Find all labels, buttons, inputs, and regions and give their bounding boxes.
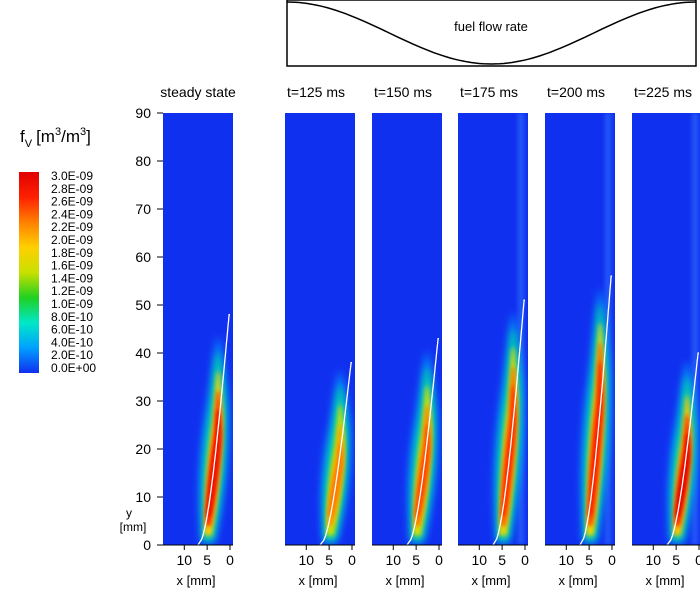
flame-panel: 10 5 0 x [mm] t=200 ms — [545, 84, 616, 588]
colorbar-title-subscript: V — [25, 138, 33, 150]
x-tick-label: 5 — [203, 552, 211, 568]
colorbar-tick-label: 8.0E-10 — [51, 310, 93, 324]
flame-contour — [197, 313, 230, 545]
x-tick-label: 5 — [672, 552, 680, 568]
x-axis-label: x [mm] — [646, 573, 685, 588]
colorbar-tick-label: 2.8E-09 — [51, 182, 93, 196]
flame-contour — [492, 299, 525, 545]
x-tick-label: 0 — [435, 552, 443, 568]
x-tick-label: 5 — [498, 552, 506, 568]
y-axis-label-line2: [mm] — [120, 520, 147, 534]
colorbar-ticks: 3.0E-092.8E-092.6E-092.4E-092.2E-092.0E-… — [51, 169, 96, 375]
colorbar-title-unit-close: ] — [86, 127, 91, 146]
colorbar-tick-label: 1.4E-09 — [51, 271, 93, 285]
colorbar-gradient — [19, 172, 39, 373]
colorbar-tick-label: 2.4E-09 — [51, 207, 93, 221]
x-axis-label: x [mm] — [472, 573, 511, 588]
flame-panel: 10 5 0 x [mm] t=150 ms — [372, 84, 443, 588]
colorbar-title-symbol: f — [20, 127, 25, 146]
colorbar-title-unit-open: [m — [36, 127, 55, 146]
colorbar-tick-label: 2.6E-09 — [51, 195, 93, 209]
colorbar-title-exponent: 3 — [55, 126, 61, 138]
flame-panel: 10 5 0 x [mm] t=125 ms — [285, 84, 356, 588]
colorbar-tick-label: 2.0E-09 — [51, 233, 93, 247]
flame-contour — [666, 352, 699, 545]
inset-fuel-flow-curve — [286, 1, 697, 65]
colorbar-title-exponent2: 3 — [80, 126, 86, 138]
panel-title: t=150 ms — [374, 84, 432, 100]
colorbar-tick-label: 1.8E-09 — [51, 246, 93, 260]
y-tick-label: 40 — [135, 345, 151, 361]
flame-panel: 10 5 0 x [mm] steady state — [160, 84, 236, 588]
x-tick-label: 10 — [558, 552, 574, 568]
inset-fuel-flow-rate: fuel flow rate — [286, 0, 697, 67]
x-axis-label: x [mm] — [386, 573, 425, 588]
x-axis-label: x [mm] — [177, 573, 216, 588]
panel-title: t=125 ms — [287, 84, 345, 100]
x-tick-label: 0 — [348, 552, 356, 568]
flame-contour — [406, 337, 439, 545]
x-tick-label: 10 — [385, 552, 401, 568]
y-tick-label: 80 — [135, 153, 151, 169]
soot-layer — [588, 362, 603, 517]
colorbar-tick-label: 2.2E-09 — [51, 220, 93, 234]
colorbar-tick-label: 3.0E-09 — [51, 169, 93, 183]
colorbar-tick-label: 6.0E-10 — [51, 323, 93, 337]
inset-label: fuel flow rate — [454, 19, 528, 34]
flame-contour — [319, 361, 352, 545]
colorbar: fV [m3/m3] 3.0E-092.8E-092.6E-092.4E-092.… — [19, 126, 96, 375]
panel-title: t=200 ms — [547, 84, 605, 100]
centerline-glow — [605, 113, 611, 545]
colorbar-title: fV [m3/m3] — [20, 126, 91, 150]
y-tick-label: 60 — [135, 249, 151, 265]
x-tick-label: 0 — [608, 552, 616, 568]
colorbar-tick-label: 1.6E-09 — [51, 259, 93, 273]
colorbar-tick-label: 2.0E-10 — [51, 348, 93, 362]
x-axis-label: x [mm] — [299, 573, 338, 588]
panel-title: steady state — [160, 84, 236, 100]
centerline-glow — [692, 113, 698, 545]
colorbar-title-unit-mid: /m — [61, 127, 80, 146]
y-tick-label: 70 — [135, 201, 151, 217]
y-tick-label: 20 — [135, 441, 151, 457]
panel-title: t=175 ms — [460, 84, 518, 100]
y-tick-label: 90 — [135, 105, 151, 121]
y-tick-label: 10 — [135, 489, 151, 505]
x-tick-label: 0 — [521, 552, 529, 568]
y-axis: y [mm] 0 10 20 30 40 50 60 70 80 90 — [120, 105, 163, 553]
x-tick-label: 0 — [695, 552, 700, 568]
y-axis-label-line1: y — [126, 506, 132, 520]
x-tick-label: 5 — [412, 552, 420, 568]
colorbar-tick-label: 0.0E+00 — [51, 361, 96, 375]
panel-title: t=225 ms — [634, 84, 692, 100]
x-tick-label: 10 — [645, 552, 661, 568]
y-tick-label: 30 — [135, 393, 151, 409]
x-tick-label: 5 — [325, 552, 333, 568]
y-tick-label: 0 — [143, 537, 151, 553]
x-axis-label: x [mm] — [559, 573, 598, 588]
colorbar-tick-label: 4.0E-10 — [51, 335, 93, 349]
y-tick-label: 50 — [135, 297, 151, 313]
x-tick-label: 10 — [298, 552, 314, 568]
colorbar-tick-label: 1.2E-09 — [51, 284, 93, 298]
flame-panel: 10 5 0 x [mm] t=225 ms — [632, 84, 700, 588]
flame-contour — [579, 275, 612, 545]
x-tick-label: 0 — [226, 552, 234, 568]
soot-layer — [501, 386, 516, 517]
colorbar-tick-label: 1.0E-09 — [51, 297, 93, 311]
x-tick-label: 10 — [471, 552, 487, 568]
flame-panel: 10 5 0 x [mm] t=175 ms — [458, 84, 529, 588]
inset-frame — [286, 0, 697, 67]
x-tick-label: 10 — [176, 552, 192, 568]
x-tick-label: 5 — [585, 552, 593, 568]
